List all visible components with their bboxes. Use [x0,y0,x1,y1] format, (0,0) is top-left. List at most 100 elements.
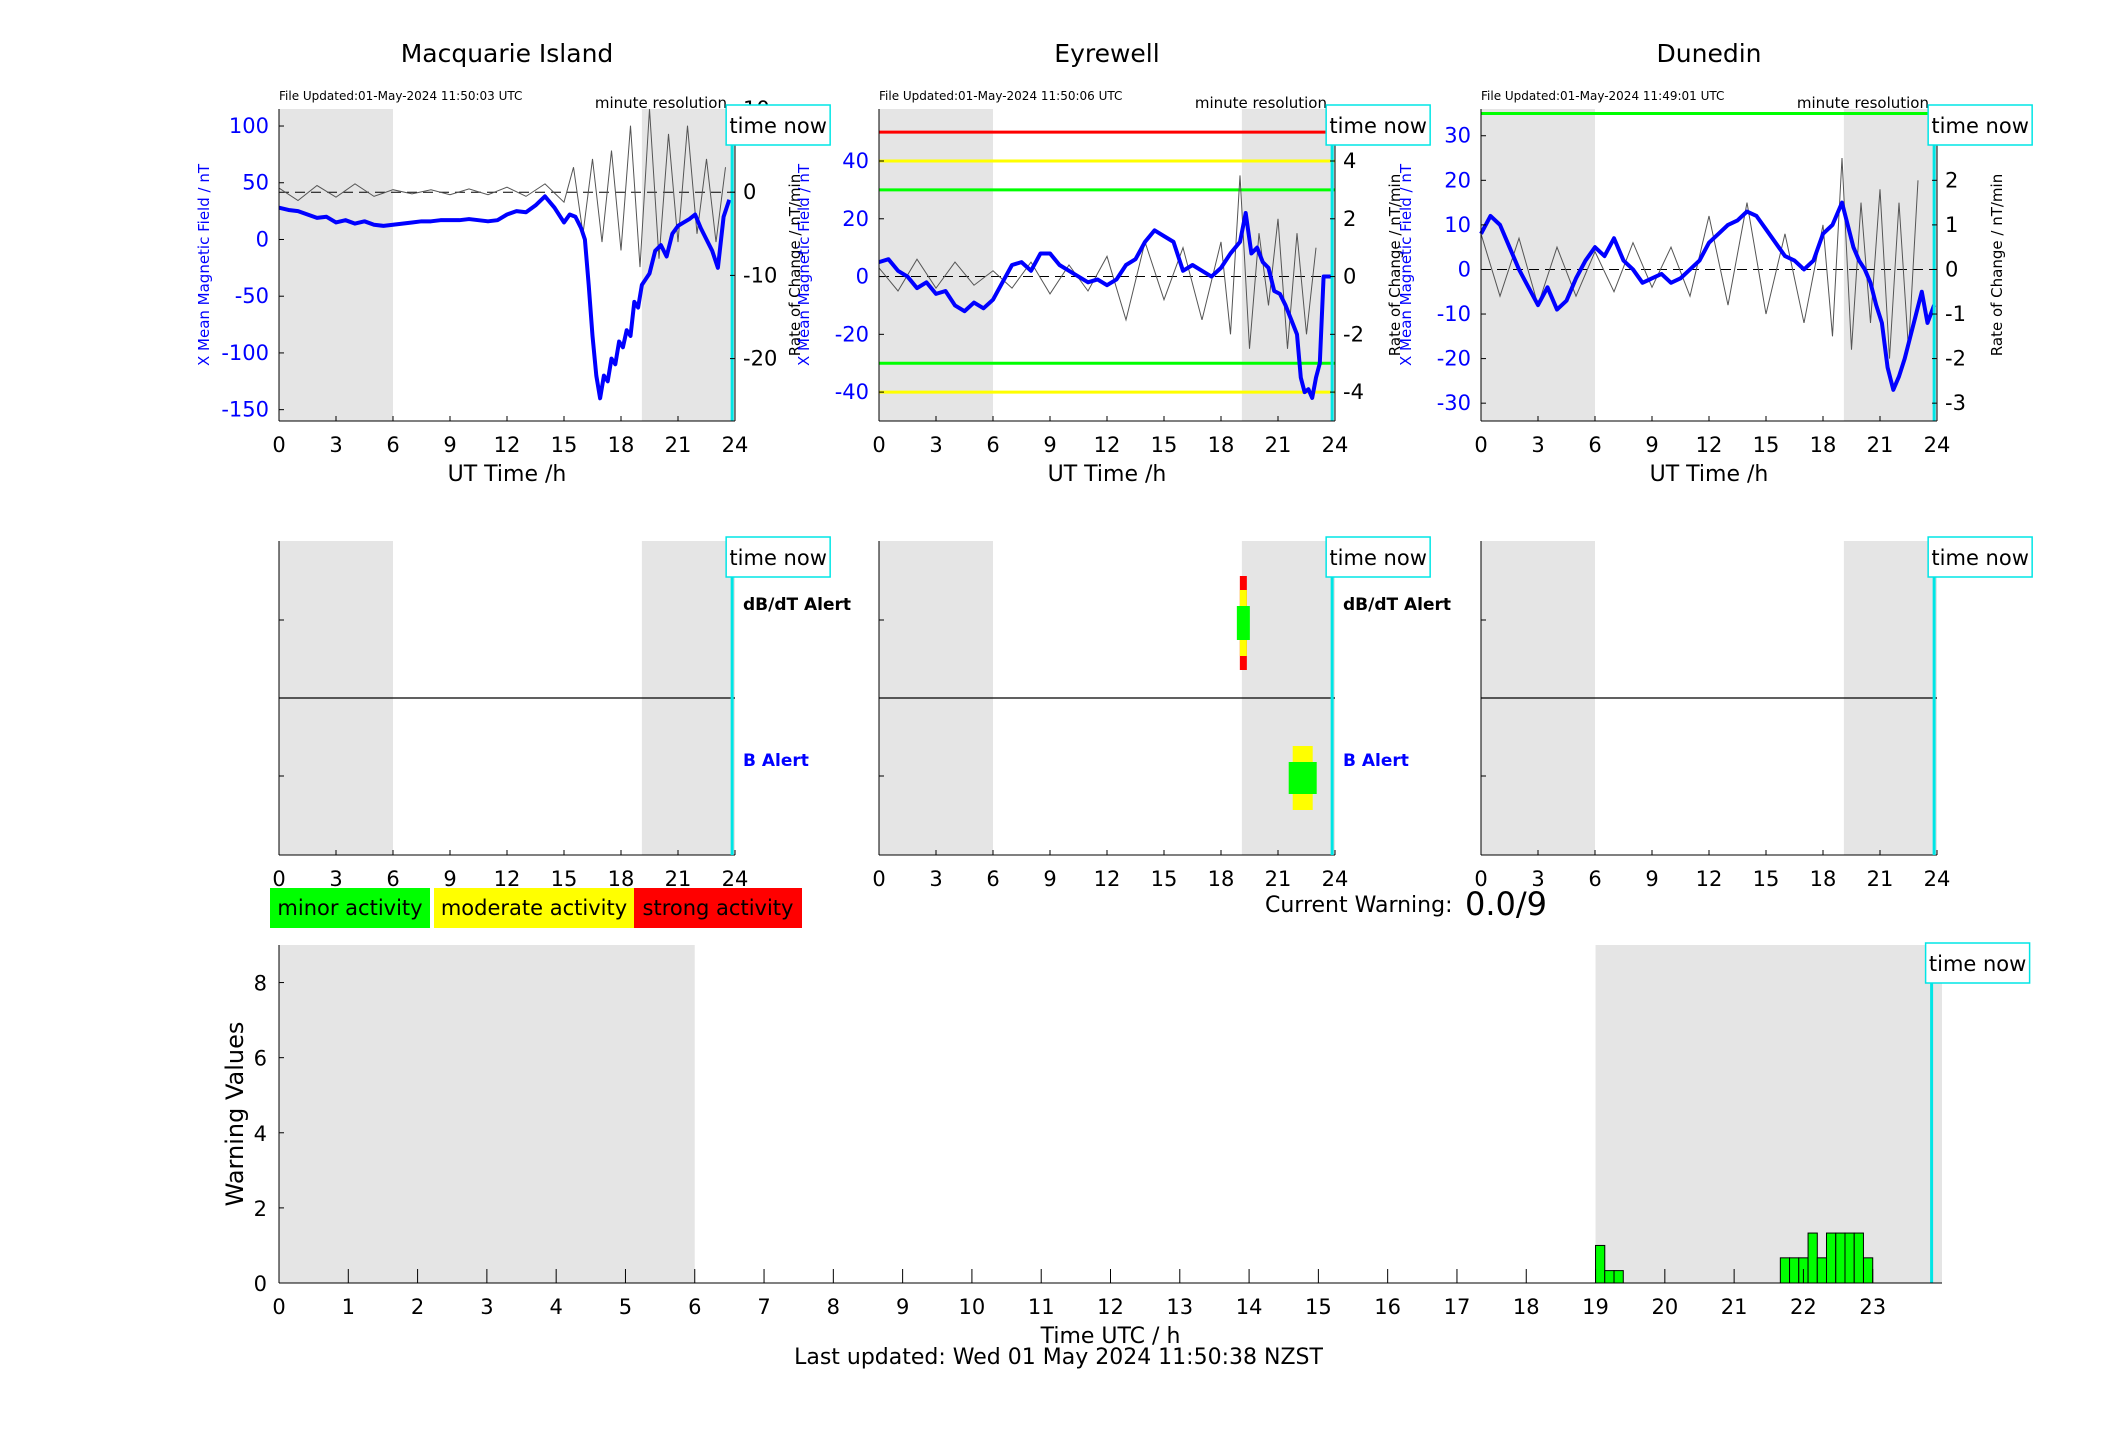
warning-bar [1613,1270,1624,1284]
dunedin-alert-time-now-label: time now [1931,546,2028,570]
eyrewell-xlabel: UT Time /h [1048,462,1167,487]
dunedin-y2tick-label: 2 [1945,168,1958,192]
macquarie-time-now-box [725,104,831,146]
macquarie-ytick-label: 100 [229,114,269,138]
warning-xtick-label: 7 [757,1295,770,1319]
warning-xtick-label: 2 [411,1295,424,1319]
eyrewell-xtick-label: 9 [1043,433,1056,457]
warning-time-now-box [1924,942,2031,984]
dunedin-xtick-label: 6 [1588,433,1601,457]
macquarie-dbdt-alert-label: dB/dT Alert [743,595,851,615]
warning-ytick-label: 2 [254,1197,267,1221]
last-updated: Last updated: Wed 01 May 2024 11:50:38 N… [794,1345,1323,1370]
dunedin-alert-xtick-label: 24 [1924,867,1951,891]
eyrewell-title: Eyrewell [1054,39,1159,68]
current-warning-value: 0.0/9 [1465,885,1548,923]
eyrewell-alert-xtick-label: 9 [1043,867,1056,891]
dunedin-y2tick-label: 1 [1945,213,1958,237]
eyrewell-time-now-label: time now [1329,114,1426,138]
dunedin-time-now-label: time now [1931,114,2028,138]
eyrewell-b-minor-mark [1288,762,1317,794]
dunedin-xtick-label: 3 [1531,433,1544,457]
macquarie-title: Macquarie Island [401,39,614,68]
dunedin-alert-xtick-label: 3 [1531,867,1544,891]
warning-time-now-label: time now [1929,952,2026,976]
dunedin-rate-series [1480,158,1919,359]
dunedin-file-updated: File Updated:01-May-2024 11:49:01 UTC [1481,89,1724,103]
warning-night-1 [1595,945,1942,1283]
macquarie-night-0 [279,109,393,421]
eyrewell-xtick-label: 24 [1322,433,1349,457]
eyrewell-file-updated: File Updated:01-May-2024 11:50:06 UTC [879,89,1122,103]
macquarie-alert-xtick-label: 3 [329,867,342,891]
macquarie-xtick-label: 24 [722,433,749,457]
current-warning-label: Current Warning: [1265,893,1453,918]
dunedin-alert-xtick-label: 15 [1753,867,1780,891]
eyrewell-xtick-label: 12 [1094,433,1121,457]
warning-xtick-label: 19 [1582,1295,1609,1319]
warning-xtick-label: 22 [1790,1295,1817,1319]
dunedin-ytick-label: 20 [1444,168,1471,192]
warning-xtick-label: 8 [827,1295,840,1319]
warning-xtick-label: 14 [1236,1295,1263,1319]
eyrewell-y2tick-label: 0 [1343,265,1356,289]
warning-xtick-label: 13 [1166,1295,1193,1319]
macquarie-xtick-label: 21 [665,433,692,457]
dunedin-alert-xtick-label: 9 [1645,867,1658,891]
eyrewell-ytick-label: 20 [842,207,869,231]
warning-bar [1853,1232,1864,1284]
dunedin-time-now-box [1927,104,2033,146]
legend-minor: minor activity [270,888,430,928]
dunedin-resolution: minute resolution [1797,94,1929,112]
eyrewell-alert-xtick-label: 24 [1322,867,1349,891]
macquarie-b-alert-label: B Alert [743,751,809,771]
warning-xtick-label: 20 [1651,1295,1678,1319]
macquarie-file-updated: File Updated:01-May-2024 11:50:03 UTC [279,89,522,103]
eyrewell-y2tick-label: 4 [1343,149,1356,173]
macquarie-xtick-label: 6 [386,433,399,457]
macquarie-alert-xtick-label: 6 [386,867,399,891]
warning-xtick-label: 0 [272,1295,285,1319]
eyrewell-xtick-label: 6 [986,433,999,457]
eyrewell-y2tick-label: -4 [1343,380,1364,404]
warning-xtick-label: 3 [480,1295,493,1319]
macquarie-alert-xtick-label: 12 [494,867,521,891]
dunedin-ytick-label: -30 [1437,391,1471,415]
eyrewell-dbdt-alert-label: dB/dT Alert [1343,595,1451,615]
macquarie-xtick-label: 12 [494,433,521,457]
dunedin-ytick-label: 0 [1458,257,1471,281]
warning-xtick-label: 10 [959,1295,986,1319]
dunedin-xtick-label: 12 [1696,433,1723,457]
warning-bar [1862,1257,1874,1284]
macquarie-ytick-label: -50 [235,284,269,308]
warning-xtick-label: 23 [1859,1295,1886,1319]
dunedin-night-1 [1843,109,1937,421]
warning-xtick-label: 11 [1028,1295,1055,1319]
eyrewell-alert-xtick-label: 18 [1208,867,1235,891]
macquarie-rate-series [278,108,726,268]
macquarie-alert-time-now-label: time now [729,546,826,570]
warning-xtick-label: 4 [549,1295,562,1319]
macquarie-ytick-label: 0 [256,227,269,251]
eyrewell-ylabel: X Mean Magnetic Field / nT [795,163,813,366]
macquarie-field-series [278,194,732,401]
dunedin-ytick-label: -10 [1437,302,1471,326]
warning-xtick-label: 18 [1513,1295,1540,1319]
macquarie-ytick-label: -150 [221,398,269,422]
dunedin-alert-xtick-label: 18 [1810,867,1837,891]
macquarie-night-1 [641,109,735,421]
dunedin-alert-xtick-label: 21 [1867,867,1894,891]
dunedin-y2tick-label: -3 [1945,391,1966,415]
warning-xtick-label: 1 [342,1295,355,1319]
eyrewell-xtick-label: 0 [872,433,885,457]
macquarie-alert-xtick-label: 9 [443,867,456,891]
macquarie-xlabel: UT Time /h [448,462,567,487]
warning-bar [1604,1270,1615,1284]
macquarie-xtick-label: 18 [608,433,635,457]
macquarie-alert-xtick-label: 24 [722,867,749,891]
eyrewell-xtick-label: 18 [1208,433,1235,457]
warning-ytick-label: 8 [254,972,267,996]
macquarie-y2tick-label: 0 [743,180,756,204]
macquarie-y2label: Rate of Change / nT/min [786,174,804,356]
